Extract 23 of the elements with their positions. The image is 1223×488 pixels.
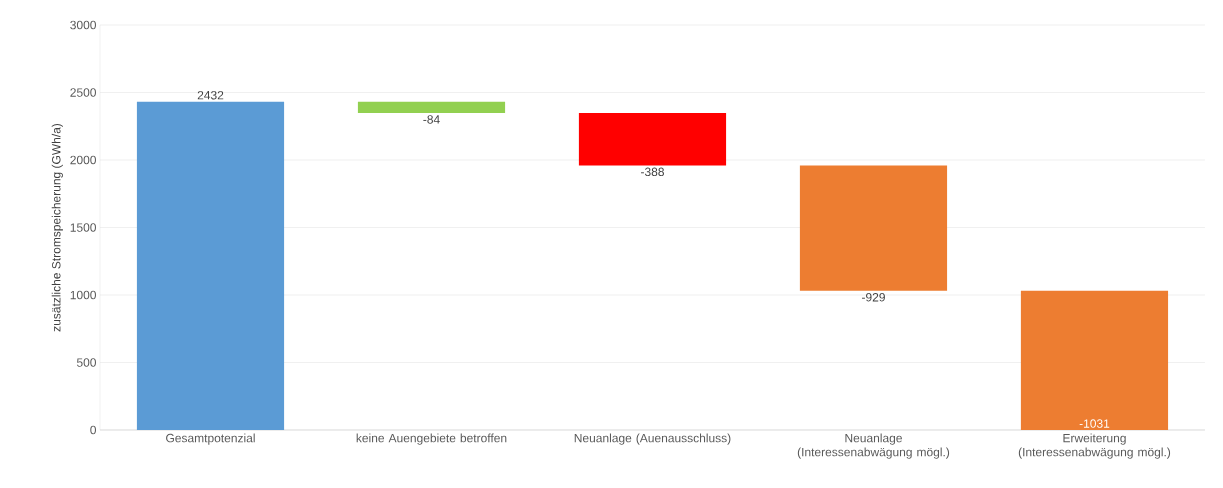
- bar: [578, 113, 727, 166]
- bar: [799, 165, 948, 291]
- y-tick-label: 0: [90, 425, 97, 435]
- y-tick-label: 2500: [70, 88, 96, 97]
- bar: [357, 101, 506, 114]
- bar: [1020, 290, 1169, 430]
- y-tick-label: 3000: [70, 20, 96, 30]
- x-tick-label: Neuanlage (Auenausschluss): [574, 433, 731, 445]
- y-tick-label: 500: [76, 358, 96, 367]
- x-tick-label: keine Auengebiete betroffen: [356, 433, 507, 445]
- bar: [136, 101, 285, 430]
- x-tick-label: Gesamtpotenzial: [166, 433, 255, 445]
- data-label: -1031: [1079, 419, 1110, 428]
- data-label: -929: [862, 293, 885, 302]
- data-label: -388: [641, 167, 664, 177]
- data-label: -84: [423, 115, 440, 124]
- y-tick-label: 2000: [70, 155, 96, 165]
- data-label: 2432: [197, 90, 224, 100]
- x-tick-label: Erweiterung (Interessenabwägung mögl.): [1018, 433, 1171, 459]
- y-tick-label: 1500: [70, 223, 96, 232]
- y-tick-label: 1000: [70, 290, 96, 300]
- y-axis-title: zusätzliche Stromspeicherung (GWh/a): [51, 123, 63, 332]
- x-tick-label: Neuanlage (Interessenabwägung mögl.): [797, 433, 950, 459]
